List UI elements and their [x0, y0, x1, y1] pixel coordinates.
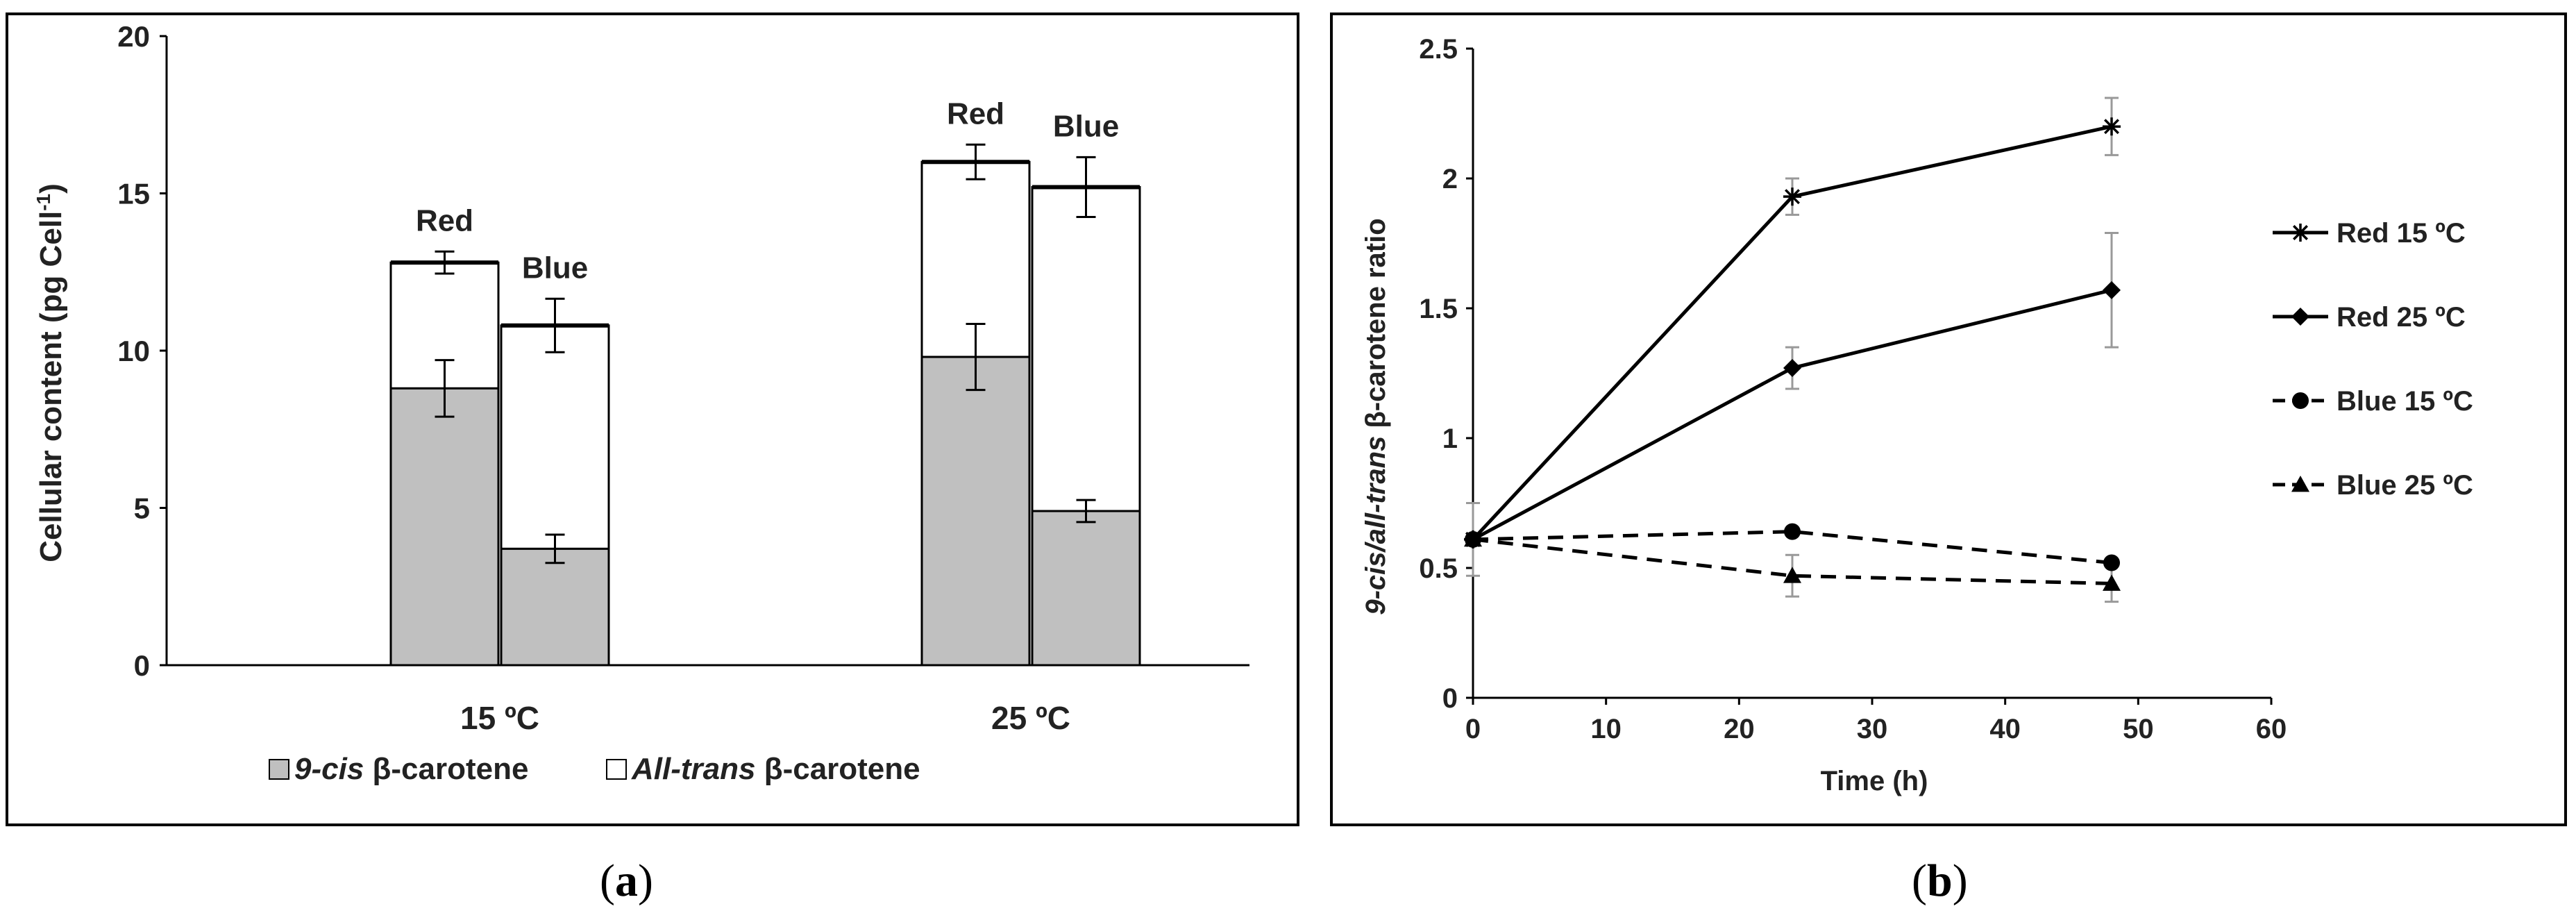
data-point [2103, 281, 2121, 299]
panel-b-y-ticks: 0 0.5 1 1.5 2 2.5 [1419, 34, 1473, 714]
panel-a-legend: 9-cis β-carotene All-trans β-carotene [269, 752, 920, 786]
series-line [1472, 530, 2112, 565]
bar-alltrans-segment [500, 324, 610, 550]
x-tick-label: 10 [1590, 714, 1622, 744]
bar-label: Blue [522, 251, 588, 285]
x-tick-label: 40 [1989, 714, 2021, 744]
legend-label-cis: 9-cis β-carotene [294, 752, 528, 786]
bar-cis-segment [500, 547, 610, 667]
y-tick-label: 0 [1442, 683, 1458, 714]
y-tick-label: 1.5 [1419, 294, 1458, 324]
panel-a: Red Blue Red Blue 0 5 10 15 20 15 ºC 25 ºC Cellu… [6, 12, 1299, 906]
data-point [1464, 530, 1482, 547]
y-tick-label: 20 [117, 20, 150, 53]
bar-alltrans-segment [1031, 185, 1141, 512]
data-point [2103, 574, 2121, 591]
category-label: 15 ºC [460, 700, 539, 736]
panel-a-y-ticks: 0 5 10 15 20 [117, 20, 167, 682]
data-point [1784, 523, 1801, 540]
y-tick-label: 2 [1442, 164, 1458, 194]
bar-cis-segment [389, 387, 500, 667]
legend-label: Red 25 ºC [2337, 302, 2466, 333]
y-tick-label: 0 [134, 649, 150, 682]
y-tick-label: 15 [117, 178, 150, 210]
legend-label-alltrans: All-trans β-carotene [631, 752, 920, 786]
panel-b-x-axis-title: Time (h) [1821, 766, 1928, 796]
x-tick-label: 50 [2123, 714, 2154, 744]
data-point [1783, 187, 1801, 206]
legend-marker [2292, 392, 2309, 409]
legend-swatch-cis [269, 759, 289, 780]
panel-b-markers [1464, 117, 2121, 591]
series-line [1472, 537, 2112, 585]
panel-a-category-labels: 15 ºC 25 ºC [460, 700, 1070, 736]
y-tick-label: 1 [1442, 424, 1458, 454]
legend-label: Blue 15 ºC [2337, 386, 2473, 417]
panel-b-y-axis-title: 9-cis/all-trans β-carotene ratio [1361, 218, 1391, 614]
y-tick-label: 0.5 [1419, 553, 1458, 584]
panel-b: 0 0.5 1 1.5 2 2.5 0 10 20 30 40 50 60 Time (h) 9-ci… [1330, 12, 2567, 906]
bar-cis-segment [1031, 510, 1141, 667]
panel-a-y-axis-title: Cellular content (pg Cell-1) [33, 183, 68, 562]
panel-b-x-ticks: 0 10 20 30 40 50 60 [1465, 698, 2287, 744]
x-tick-label: 0 [1465, 714, 1481, 744]
panel-b-caption: (b) [1912, 855, 1968, 906]
x-tick-label: 60 [2256, 714, 2287, 744]
bar-label: Red [416, 203, 473, 237]
x-tick-label: 30 [1857, 714, 1888, 744]
y-tick-label: 2.5 [1419, 34, 1458, 65]
panel-a-caption: (a) [600, 855, 653, 906]
bar-cis-segment [920, 356, 1031, 667]
legend-label: Blue 25 ºC [2337, 470, 2473, 501]
panel-a-bars: Red Blue Red Blue [389, 97, 1141, 667]
legend-marker [2291, 476, 2309, 492]
panel-b-frame [1330, 12, 2567, 826]
data-point [1783, 359, 1801, 378]
legend-marker [2291, 308, 2309, 326]
data-point [2103, 554, 2120, 571]
category-label: 25 ºC [991, 700, 1070, 736]
legend-swatch-alltrans [606, 759, 627, 780]
legend-marker [2291, 224, 2309, 242]
bar-label: Red [947, 97, 1004, 131]
data-point [1783, 567, 1801, 583]
legend-label: Red 15 ºC [2337, 218, 2466, 249]
panel-b-legend: Red 15 ºC Red 25 ºC Blue 15 ºC Blue 25 ºC [2273, 218, 2473, 501]
x-tick-label: 20 [1724, 714, 1755, 744]
y-tick-label: 10 [117, 335, 150, 367]
data-point [2103, 117, 2121, 136]
y-tick-label: 5 [134, 492, 150, 525]
bar-label: Blue [1053, 109, 1119, 143]
